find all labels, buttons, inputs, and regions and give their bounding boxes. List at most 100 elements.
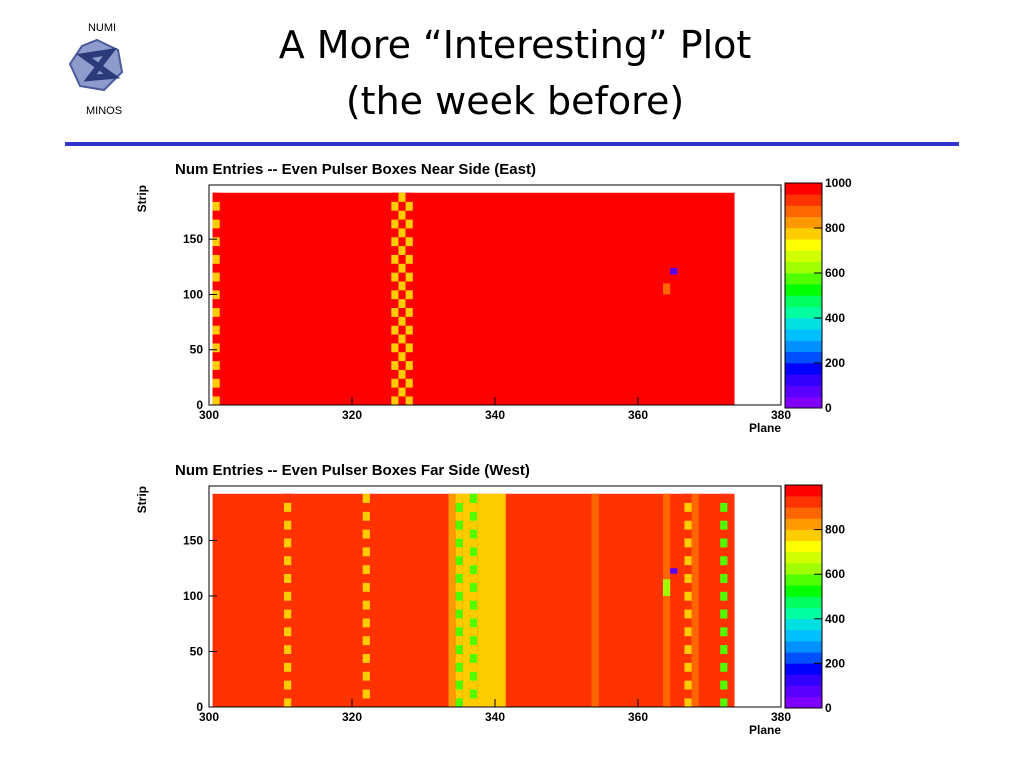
x-tick-label: 320 bbox=[342, 710, 362, 724]
heat-cell bbox=[362, 627, 370, 637]
heat-cell bbox=[391, 334, 399, 344]
heat-cell bbox=[284, 520, 292, 530]
color-band bbox=[785, 563, 822, 575]
heat-cell bbox=[469, 582, 478, 592]
heat-cell bbox=[391, 272, 399, 282]
heat-cell bbox=[455, 547, 463, 557]
heat-cell bbox=[398, 263, 406, 273]
z-tick-label: 400 bbox=[825, 612, 845, 626]
heat-cell bbox=[284, 493, 292, 503]
heat-cell bbox=[391, 343, 399, 353]
heat-cell bbox=[469, 502, 478, 512]
x-tick-label: 360 bbox=[628, 710, 648, 724]
heat-cell bbox=[720, 555, 728, 566]
heat-cell bbox=[398, 307, 406, 317]
heat-cell bbox=[663, 579, 671, 596]
heat-cell bbox=[391, 254, 399, 264]
heat-cell bbox=[212, 281, 220, 291]
heat-cell bbox=[362, 671, 370, 681]
heat-cell bbox=[391, 298, 399, 309]
heat-cell bbox=[212, 298, 220, 309]
color-band bbox=[785, 518, 822, 530]
colorbar-frame bbox=[784, 484, 823, 709]
heat-cell bbox=[405, 387, 413, 397]
heat-cell bbox=[684, 564, 692, 575]
heat-cell bbox=[469, 493, 478, 503]
heat-cell bbox=[284, 582, 292, 592]
heat-cell bbox=[391, 236, 399, 247]
heat-cell bbox=[284, 627, 292, 637]
heat-cell bbox=[212, 360, 220, 370]
heat-cell bbox=[398, 192, 406, 202]
heat-cell bbox=[469, 653, 478, 663]
heat-cell bbox=[469, 538, 478, 548]
heat-cell bbox=[362, 635, 370, 646]
heat-cell bbox=[455, 618, 463, 628]
heat-cell bbox=[455, 698, 463, 708]
color-band bbox=[785, 306, 822, 319]
heat-cell bbox=[391, 210, 399, 220]
heat-cell bbox=[469, 591, 478, 601]
heat-cell bbox=[455, 600, 463, 610]
heat-cell bbox=[720, 573, 728, 583]
heat-cell bbox=[720, 609, 728, 619]
color-band bbox=[785, 663, 822, 675]
heat-cell bbox=[405, 378, 413, 388]
heat-cell bbox=[405, 307, 413, 317]
heat-cell bbox=[391, 307, 399, 317]
slide-title: (the week before) bbox=[346, 79, 684, 123]
heat-cell bbox=[405, 290, 413, 300]
heat-cell bbox=[398, 228, 406, 238]
heat-cell bbox=[284, 644, 292, 654]
heat-cell bbox=[684, 618, 692, 628]
heat-cell bbox=[284, 591, 292, 601]
heat-cell bbox=[391, 387, 399, 397]
z-tick-label: 800 bbox=[825, 523, 845, 537]
color-band bbox=[785, 607, 822, 620]
heat-cell bbox=[398, 343, 406, 353]
heat-cell bbox=[684, 644, 692, 654]
heat-cell bbox=[462, 493, 470, 707]
color-band bbox=[785, 205, 822, 218]
color-band bbox=[785, 239, 822, 251]
heat-cell bbox=[284, 564, 292, 575]
heat-cell bbox=[405, 192, 413, 202]
color-band bbox=[785, 273, 822, 285]
heat-cell bbox=[405, 219, 413, 229]
heat-cell bbox=[362, 653, 370, 663]
heat-cell bbox=[362, 698, 370, 708]
z-tick-label: 200 bbox=[825, 356, 845, 370]
y-tick-label: 50 bbox=[190, 644, 204, 658]
heat-cell bbox=[469, 689, 478, 699]
z-tick-label: 600 bbox=[825, 266, 845, 280]
heat-cell bbox=[212, 219, 220, 229]
heat-cell bbox=[362, 662, 370, 672]
heat-cell bbox=[398, 360, 406, 370]
heat-cell bbox=[455, 511, 463, 521]
y-axis-label: Strip bbox=[135, 486, 149, 513]
z-tick-label: 600 bbox=[825, 567, 845, 581]
heat-cell bbox=[405, 351, 413, 362]
color-band bbox=[785, 529, 822, 542]
heat-cell bbox=[212, 351, 220, 362]
y-tick-label: 0 bbox=[196, 398, 203, 412]
color-band bbox=[785, 216, 822, 229]
x-tick-label: 320 bbox=[342, 408, 362, 422]
z-tick-label: 800 bbox=[825, 221, 845, 235]
heat-cell bbox=[398, 236, 406, 247]
heat-cell bbox=[684, 493, 692, 503]
heat-cell bbox=[284, 609, 292, 619]
heat-cell bbox=[362, 511, 370, 521]
color-band bbox=[785, 318, 822, 330]
heat-cell bbox=[469, 671, 478, 681]
heat-cell bbox=[720, 635, 728, 646]
logo-text: MINOS bbox=[86, 105, 122, 117]
heat-cell bbox=[405, 236, 413, 247]
heat-cell bbox=[284, 573, 292, 583]
heat-cell bbox=[212, 263, 220, 273]
heat-cell bbox=[212, 272, 220, 282]
heat-cell bbox=[684, 502, 692, 512]
heat-cell bbox=[455, 564, 463, 575]
heat-cell bbox=[469, 564, 478, 575]
y-tick-label: 150 bbox=[183, 533, 203, 547]
